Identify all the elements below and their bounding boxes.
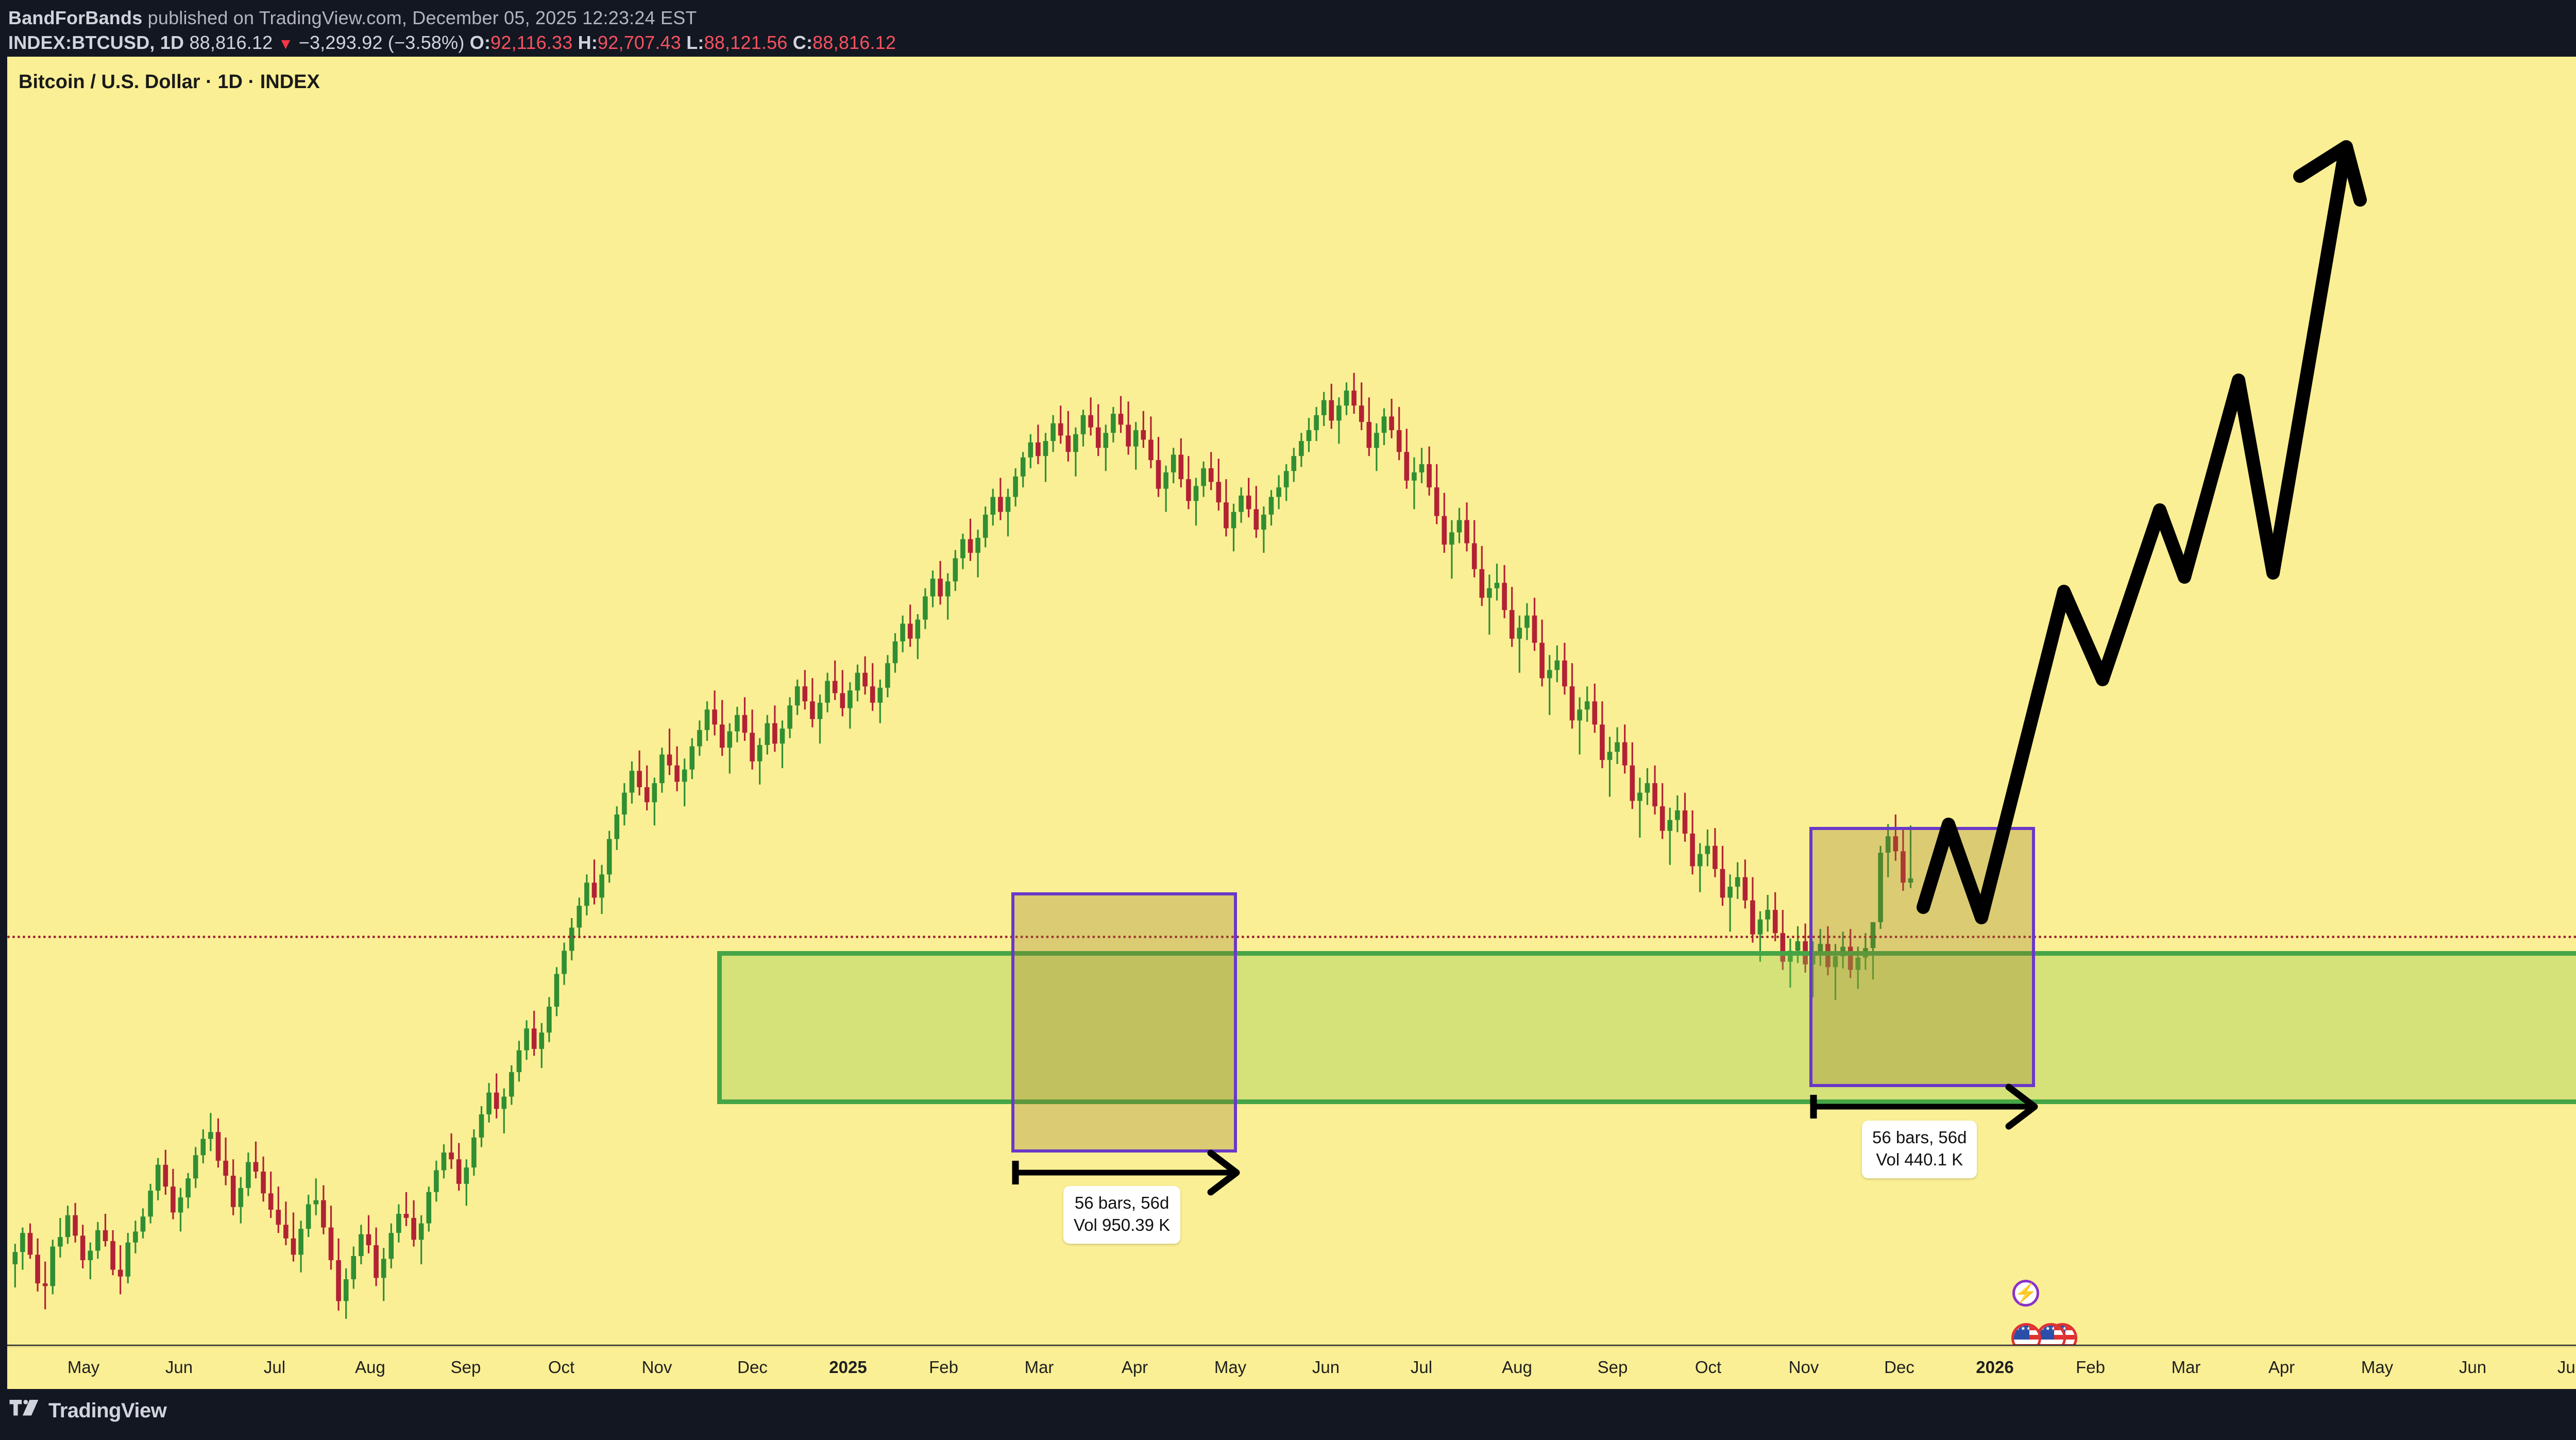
bolt-glyph: ⚡	[2014, 1282, 2038, 1303]
time-tick: Jul	[1410, 1358, 1433, 1377]
time-tick: Nov	[1788, 1358, 1819, 1377]
time-axis[interactable]: May Jun Jul Aug Sep Oct Nov Dec 2025 Feb Mar Apr May…	[7, 1346, 2576, 1389]
publication-line: BandForBands published on TradingView.co…	[8, 7, 697, 29]
low-label: L:	[686, 32, 704, 53]
open-label: O:	[469, 32, 491, 53]
time-tick: 2026	[1976, 1358, 2014, 1377]
time-tick: Nov	[641, 1358, 672, 1377]
time-tick: May	[1214, 1358, 1247, 1377]
time-tick: Aug	[355, 1358, 385, 1377]
last-price: 88,816.12	[189, 32, 273, 53]
price-change: −3,293.92 (−3.58%)	[298, 32, 465, 53]
time-tick: Oct	[548, 1358, 575, 1377]
time-tick: Feb	[929, 1358, 958, 1377]
measure-bars-1: 56 bars, 56d	[1074, 1193, 1170, 1212]
chart-title: Bitcoin / U.S. Dollar · 1D · INDEX	[19, 71, 320, 93]
high-value: 92,707.43	[598, 32, 682, 53]
time-tick: 2025	[829, 1358, 867, 1377]
time-tick: Jul	[2557, 1358, 2576, 1377]
footer-bar: TradingView	[0, 1391, 2576, 1440]
tradingview-mark-icon	[9, 1399, 39, 1415]
symbol-ticker[interactable]: INDEX:BTCUSD, 1D	[8, 32, 184, 53]
time-tick: Feb	[2076, 1358, 2105, 1377]
high-label: H:	[578, 32, 598, 53]
open-value: 92,116.33	[490, 32, 573, 53]
time-tick: Aug	[1502, 1358, 1532, 1377]
low-value: 88,121.56	[704, 32, 788, 53]
close-label: C:	[792, 32, 813, 53]
time-tick: Sep	[1597, 1358, 1628, 1377]
measure-volume-2: Vol 440.1 K	[1876, 1149, 1963, 1169]
time-tick: Dec	[1884, 1358, 1914, 1377]
measure-range-box-1[interactable]	[1011, 892, 1237, 1153]
time-tick: Mar	[2171, 1358, 2201, 1377]
direction-down-icon: ▼	[278, 36, 294, 53]
measure-bars-2: 56 bars, 56d	[1872, 1128, 1967, 1147]
author-name[interactable]: BandForBands	[8, 7, 143, 28]
publication-details: published on TradingView.com, December 0…	[142, 7, 697, 28]
measure-volume-1: Vol 950.39 K	[1074, 1215, 1171, 1234]
current-price-line	[7, 936, 2576, 938]
chart-plot-area[interactable]: Bitcoin / U.S. Dollar · 1D · INDEX 56 ba…	[7, 57, 2576, 1345]
time-tick: Apr	[2268, 1358, 2295, 1377]
tradingview-wordmark: TradingView	[48, 1399, 167, 1422]
us-flag-event-icon-1[interactable]: ★★★	[2011, 1323, 2041, 1345]
lightning-event-icon[interactable]: ⚡	[2012, 1280, 2039, 1307]
time-tick: Sep	[450, 1358, 481, 1377]
time-tick: Jun	[1312, 1358, 1340, 1377]
time-tick: Jul	[263, 1358, 286, 1377]
tradingview-logo[interactable]: TradingView	[9, 1399, 167, 1422]
time-tick: Jun	[2459, 1358, 2487, 1377]
candlestick-series	[12, 372, 1913, 1319]
chart-info-header: BandForBands published on TradingView.co…	[0, 0, 2576, 57]
close-value: 88,816.12	[812, 32, 896, 53]
measure-label-1: 56 bars, 56d Vol 950.39 K	[1063, 1186, 1181, 1244]
support-zone-rectangle[interactable]	[717, 951, 2576, 1104]
measure-range-box-2[interactable]	[1809, 827, 2035, 1087]
flag-canton: ★★★	[2039, 1326, 2054, 1340]
time-tick: May	[67, 1358, 100, 1377]
measure-label-2: 56 bars, 56d Vol 440.1 K	[1862, 1121, 1977, 1178]
time-tick: Jun	[165, 1358, 193, 1377]
time-tick: Oct	[1694, 1358, 1722, 1377]
symbol-quote-line: INDEX:BTCUSD, 1D 88,816.12 ▼ −3,293.92 (…	[8, 32, 896, 54]
flag-canton: ★★★	[2014, 1326, 2029, 1340]
time-tick: Apr	[1121, 1358, 1148, 1377]
time-tick: Dec	[737, 1358, 768, 1377]
time-tick: May	[2361, 1358, 2394, 1377]
time-tick: Mar	[1024, 1358, 1054, 1377]
